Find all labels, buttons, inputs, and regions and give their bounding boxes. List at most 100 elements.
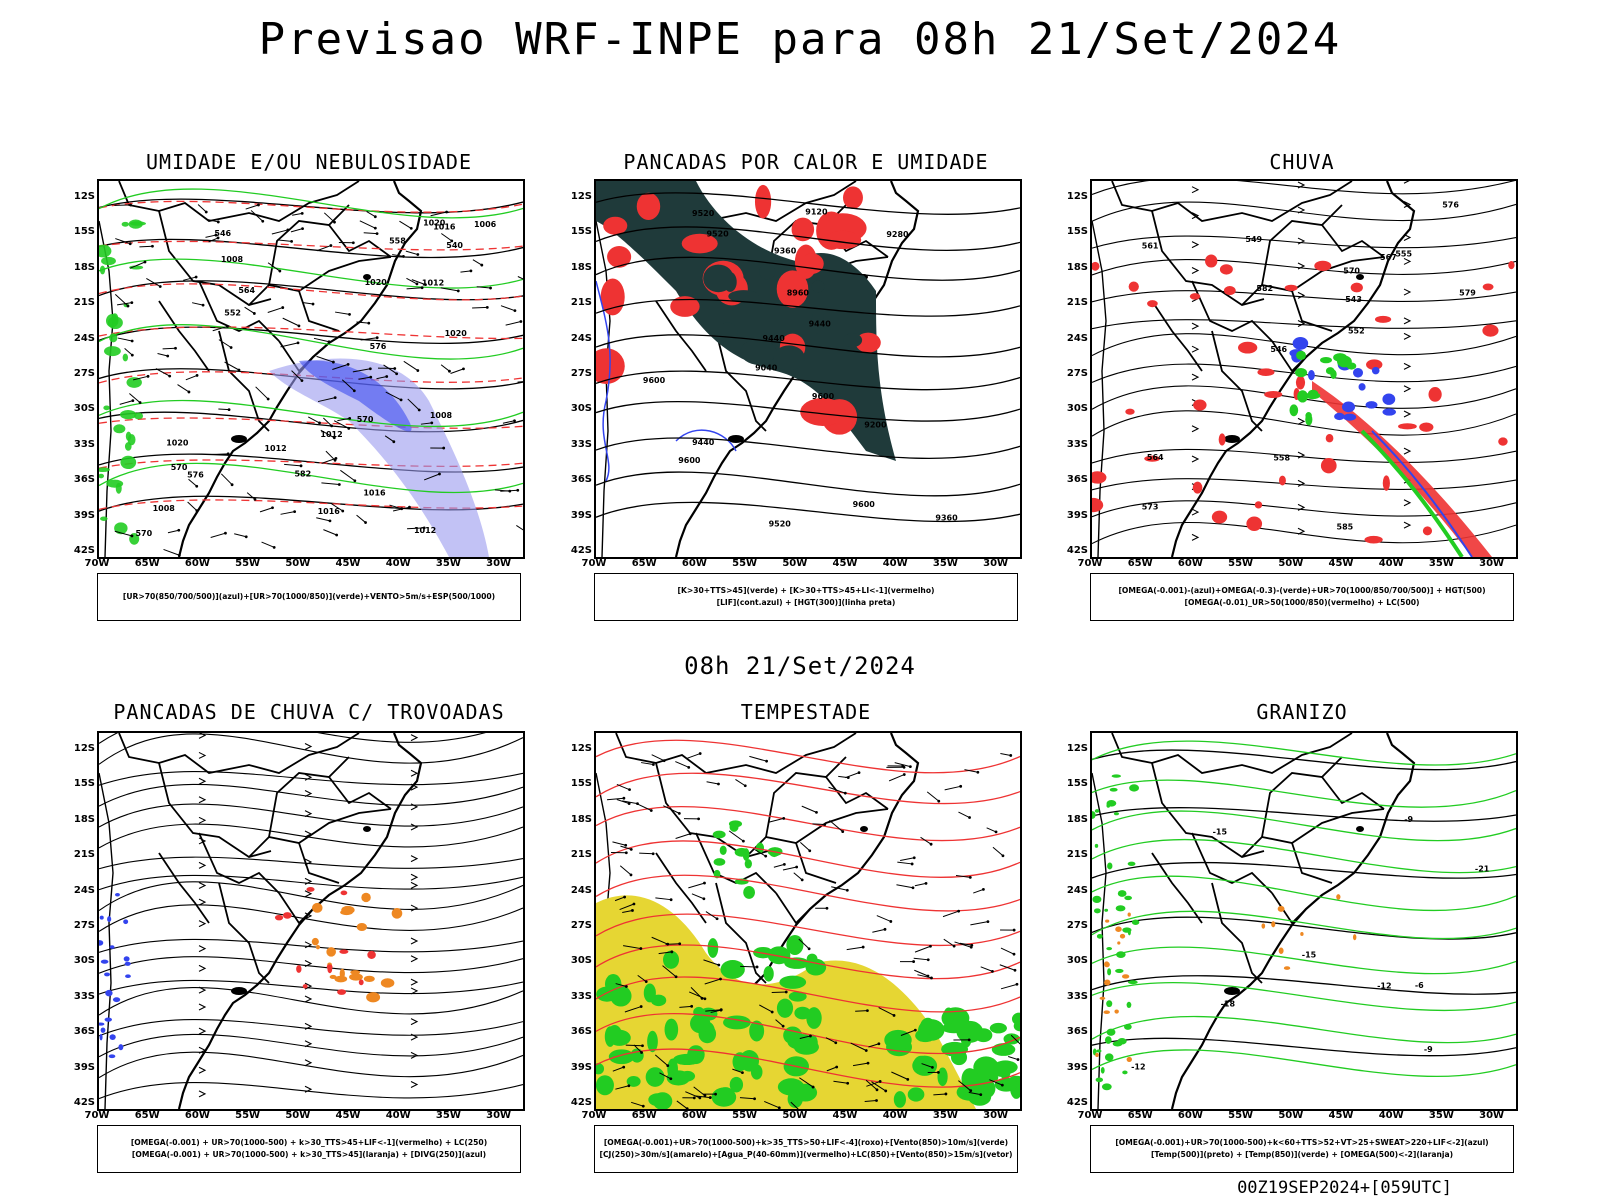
lon-label: 40W (385, 558, 411, 569)
lon-label: 35W (435, 558, 461, 569)
contour-label: 1012 (414, 526, 436, 535)
contour-label: 570 (171, 463, 188, 472)
contour-label: 1008 (430, 411, 453, 420)
contour-label: 540 (446, 241, 463, 250)
lon-label: 45W (335, 1110, 361, 1121)
lat-label: 12S (1066, 743, 1088, 754)
lon-label: 50W (782, 558, 808, 569)
contour-label: 576 (187, 471, 204, 480)
lon-label: 65W (1127, 558, 1153, 569)
contour-label: 564 (1147, 453, 1164, 462)
lon-label: 60W (1177, 1110, 1203, 1121)
forecast-time-subtitle: 08h 21/Set/2024 (684, 652, 916, 680)
map-pancadas-calor: 9600 9600 9600 9600 9520 9520 9520 9440 9440 9440… (594, 179, 1022, 559)
contour-label: 576 (1442, 200, 1459, 209)
map-trovoadas (97, 731, 525, 1111)
contour-label: 9600 (853, 500, 876, 509)
lat-label: 27S (570, 920, 592, 931)
contour-label: 1020 (445, 329, 468, 338)
contour-label: -18 (1221, 999, 1236, 1008)
contour-label: 570 (135, 529, 152, 538)
lat-label: 30S (73, 403, 95, 415)
lat-label: 33S (570, 438, 592, 450)
lat-label: 27S (1066, 368, 1088, 379)
lon-label: 55W (235, 1110, 261, 1121)
contour-label: 558 (1273, 453, 1290, 462)
contour-label: 558 (389, 236, 406, 245)
lat-label: 21S (570, 297, 592, 309)
lat-label: 12S (1066, 191, 1088, 202)
lon-label: 50W (285, 1110, 311, 1121)
lat-label: 33S (1066, 990, 1088, 1002)
lon-label: 40W (385, 1110, 411, 1121)
lat-label: 18S (570, 813, 592, 825)
lon-label: 70W (84, 558, 110, 569)
lon-label: 70W (581, 1110, 607, 1121)
map-graphic-umidade: 1016100810061008101210161020101210161020… (99, 181, 523, 557)
lon-label: 60W (184, 1110, 210, 1121)
lon-label: 30W (486, 1110, 512, 1121)
contour-label: 1008 (153, 504, 176, 513)
contour-label: -21 (1475, 865, 1490, 874)
lat-label: 15S (1066, 226, 1088, 238)
contour-label: 8960 (787, 289, 810, 298)
contour-label: -15 (1302, 951, 1317, 960)
contour-label: 9520 (692, 209, 715, 218)
lat-label: 27S (1066, 920, 1088, 931)
lon-label: 35W (932, 1110, 958, 1121)
contour-label: 1006 (474, 220, 497, 229)
lon-label: 70W (1077, 1110, 1103, 1121)
lat-label: 21S (570, 849, 592, 861)
contour-label: 552 (1348, 327, 1365, 336)
lon-label: 60W (681, 1110, 707, 1121)
lon-label: 50W (782, 1110, 808, 1121)
lon-label: 45W (1328, 1110, 1354, 1121)
lat-label: 42S (1066, 1097, 1088, 1108)
contour-label: 570 (1343, 267, 1360, 276)
contour-label: 546 (1270, 345, 1287, 354)
legend-chuva: [OMEGA(-0.001)-(azul)+OMEGA(-0.3)-(verde… (1090, 573, 1514, 621)
lat-label: 18S (73, 261, 95, 273)
lat-label: 12S (73, 191, 95, 202)
lon-label: 30W (486, 558, 512, 569)
lon-label: 40W (882, 558, 908, 569)
lat-label: 24S (73, 332, 95, 344)
lat-label: 39S (570, 509, 592, 521)
contour-label: -15 (1213, 827, 1228, 836)
map-tempestade (594, 731, 1022, 1111)
legend-trovoadas: [OMEGA(-0.001) + UR>70(1000-500) + k>30_… (97, 1125, 521, 1173)
panel-title-trovoadas: PANCADAS DE CHUVA C/ TROVOADAS (113, 700, 505, 724)
lat-label: 33S (73, 990, 95, 1002)
lon-label: 65W (134, 558, 160, 569)
lon-label: 45W (832, 558, 858, 569)
legend-line: [LIF](cont.azul) + [HGT(300)](linha pret… (716, 598, 896, 607)
lat-label: 15S (73, 778, 95, 790)
lon-label: 45W (335, 558, 361, 569)
lat-label: 30S (570, 955, 592, 967)
contour-label: 9360 (935, 513, 958, 522)
contour-label: 573 (1142, 502, 1159, 511)
contour-label: 9600 (812, 392, 835, 401)
lat-label: 42S (73, 1097, 95, 1108)
contour-label: 1012 (264, 444, 286, 453)
legend-line: [CJ(250)>30m/s](amarelo)+[Agua_P(40-60mm… (599, 1150, 1013, 1159)
contour-label: 1020 (365, 278, 388, 287)
contour-label: 9600 (678, 456, 701, 465)
contour-label: 9600 (643, 376, 666, 385)
contour-label: 1016 (318, 507, 341, 516)
map-umidade: 1016 1008 1006 1008 1012 1016 1020 1012 1016 1020… (97, 179, 525, 559)
lat-label: 21S (73, 849, 95, 861)
legend-umidade: [UR>70(850/700/500)](azul)+[UR>70(1000/8… (97, 573, 521, 621)
lat-label: 42S (570, 545, 592, 556)
legend-line: [OMEGA(-0.001)+UR>70(1000-500)+k<60+TTS>… (1115, 1138, 1489, 1147)
lat-label: 30S (570, 403, 592, 415)
lat-label: 12S (570, 743, 592, 754)
map-graphic-trovoadas (99, 733, 523, 1109)
panel-title-granizo: GRANIZO (1256, 700, 1348, 724)
legend-line: [OMEGA(-0.01)_UR>50(1000/850)(vermelho) … (1184, 598, 1420, 607)
lat-label: 24S (570, 884, 592, 896)
lon-label: 50W (1278, 558, 1304, 569)
contour-label: 579 (1459, 289, 1476, 298)
lat-label: 24S (1066, 884, 1088, 896)
lat-label: 36S (570, 474, 592, 486)
